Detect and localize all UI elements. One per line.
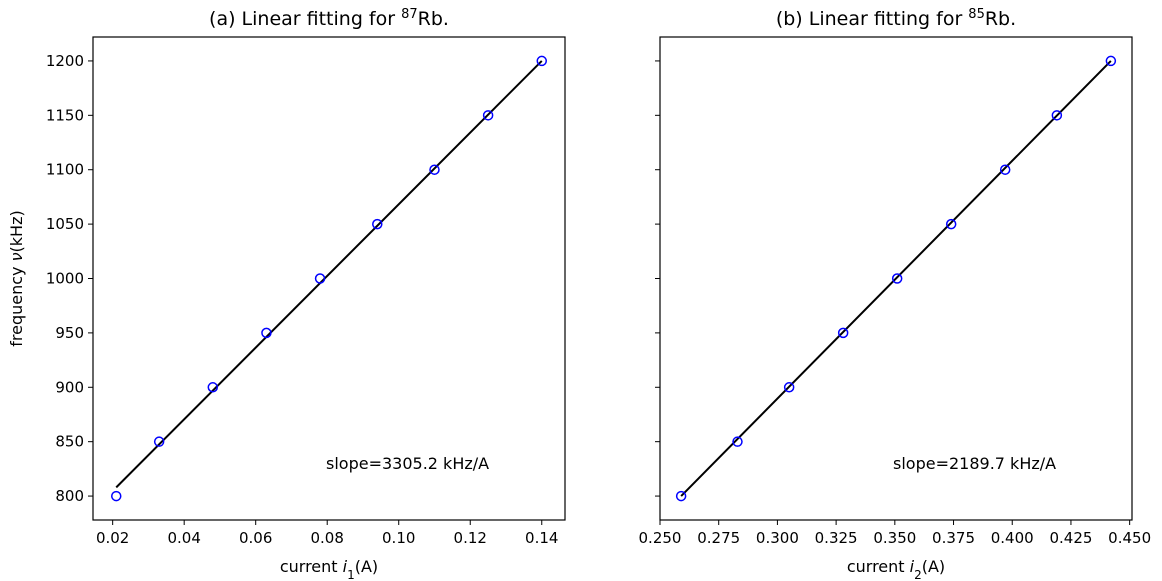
x-tick-label: 0.14 xyxy=(525,529,558,547)
data-point xyxy=(1051,110,1063,121)
data-point xyxy=(837,327,849,339)
panel-b: 0.250 0.275 0.300 0.325 0.350 0.375 0.400 0.425… xyxy=(639,7,1152,581)
x-tick-label: 0.425 xyxy=(1049,529,1092,547)
x-tick-label: 0.02 xyxy=(96,529,129,547)
data-point xyxy=(675,490,687,502)
data-point xyxy=(482,110,494,121)
y-tick-label: 900 xyxy=(55,378,84,396)
y-tick-label: 950 xyxy=(55,324,84,342)
x-tick-label: 0.08 xyxy=(311,529,344,547)
data-point xyxy=(314,273,326,284)
data-point xyxy=(945,218,957,230)
x-tick-label: 0.250 xyxy=(639,529,682,547)
data-point xyxy=(429,164,440,175)
y-tick-label: 1100 xyxy=(46,161,84,179)
chart-title: (b) Linear fitting for 85Rb. xyxy=(776,7,1016,31)
x-tick-label: 0.04 xyxy=(167,529,200,547)
x-tick-label: 0.06 xyxy=(239,529,272,547)
x-tick-label: 0.375 xyxy=(932,529,975,547)
data-point xyxy=(1105,55,1117,67)
fit-line xyxy=(115,60,543,489)
slope-annotation: slope=2189.7 kHz/A xyxy=(893,454,1056,473)
data-point xyxy=(732,436,743,447)
data-point xyxy=(207,382,219,393)
x-tick-label: 0.450 xyxy=(1108,529,1151,547)
y-tick-label: 800 xyxy=(55,487,84,505)
panel-a: 0.02 0.04 0.06 0.08 0.10 0.12 0.14 800 850 900 950… xyxy=(7,7,566,581)
y-tick-label: 1200 xyxy=(46,52,84,70)
y-tick-label: 1050 xyxy=(46,215,84,233)
x-tick-label: 0.325 xyxy=(815,529,858,547)
y-tick-label: 1150 xyxy=(46,106,84,124)
x-tick-label: 0.350 xyxy=(873,529,916,547)
x-tick-label: 0.12 xyxy=(454,529,487,547)
data-point xyxy=(153,436,165,447)
x-axis-label: current i2(A) xyxy=(847,557,945,581)
x-axis-label: current i1(A) xyxy=(280,557,378,581)
fit-line xyxy=(680,60,1112,497)
y-axis-label: frequency ν(kHz) xyxy=(7,210,26,346)
y-tick-label: 850 xyxy=(55,433,84,451)
data-point xyxy=(891,273,903,284)
data-point xyxy=(110,490,122,502)
data-point xyxy=(536,55,548,67)
chart-title: (a) Linear fitting for 87Rb. xyxy=(209,7,449,31)
x-tick-label: 0.275 xyxy=(697,529,740,547)
x-tick-label: 0.400 xyxy=(991,529,1034,547)
data-point xyxy=(372,218,383,230)
x-tick-label: 0.10 xyxy=(382,529,415,547)
y-tick-label: 1000 xyxy=(46,270,84,288)
data-point xyxy=(783,382,795,393)
data-point xyxy=(261,327,272,339)
slope-annotation: slope=3305.2 kHz/A xyxy=(326,454,489,473)
data-point xyxy=(999,164,1011,175)
x-tick-label: 0.300 xyxy=(756,529,799,547)
